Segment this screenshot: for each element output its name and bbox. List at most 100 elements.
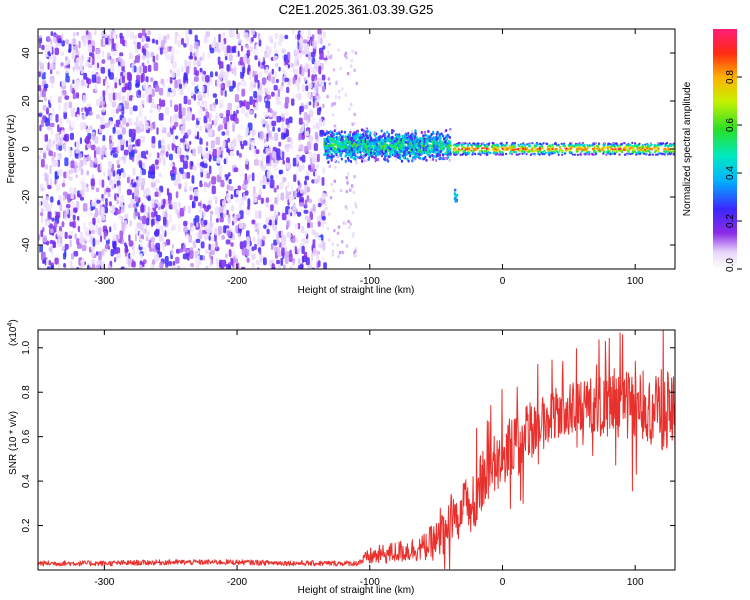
heatmap-cell	[575, 150, 578, 153]
heatmap-cell	[349, 64, 353, 68]
heatmap-cell	[142, 135, 146, 143]
heatmap-cell	[246, 165, 249, 171]
heatmap-cell	[624, 153, 627, 156]
heatmap-cell	[311, 34, 315, 40]
heatmap-cell	[363, 159, 366, 163]
heatmap-cell	[116, 199, 119, 205]
heatmap-cell	[223, 116, 227, 125]
heatmap-cell	[100, 100, 105, 106]
heatmap-cell	[343, 141, 346, 145]
heatmap-cell	[175, 135, 179, 140]
heatmap-cell	[324, 142, 327, 146]
heatmap-cell	[111, 109, 116, 119]
heatmap-cell	[291, 265, 296, 269]
heatmap-cell	[328, 238, 331, 242]
heatmap-cell	[282, 133, 287, 139]
heatmap-cell	[598, 150, 602, 153]
heatmap-cell	[515, 153, 518, 156]
heatmap-cell	[54, 171, 58, 180]
heatmap-cell	[102, 50, 105, 58]
heatmap-cell	[159, 47, 163, 55]
heatmap-cell	[288, 253, 293, 263]
heatmap-cell	[180, 125, 185, 135]
heatmap-cell	[82, 157, 88, 166]
heatmap-cell	[343, 130, 346, 134]
heatmap-cell	[203, 100, 207, 108]
heatmap-cell	[356, 155, 359, 159]
heatmap-cell	[285, 191, 289, 200]
heatmap-cell	[265, 82, 268, 88]
heatmap-cell	[578, 141, 581, 145]
heatmap-cell	[409, 136, 412, 140]
heatmap-cell	[70, 160, 75, 169]
heatmap-cell	[191, 161, 194, 167]
heatmap-cell	[164, 210, 168, 217]
heatmap-cell	[78, 40, 81, 49]
heatmap-cell	[427, 130, 430, 133]
heatmap-cell	[294, 190, 298, 198]
heatmap-cell	[273, 239, 278, 246]
heatmap-cell	[357, 132, 360, 136]
heatmap-cell	[246, 249, 250, 257]
heatmap-cell	[367, 156, 371, 160]
heatmap-cell	[271, 120, 277, 127]
heatmap-cell	[77, 193, 82, 198]
heatmap-cell	[38, 71, 41, 78]
heatmap-cell	[265, 217, 270, 224]
heatmap-cell	[367, 147, 370, 150]
heatmap-cell	[408, 141, 412, 145]
heatmap-cell	[505, 144, 508, 147]
heatmap-cell	[305, 75, 309, 81]
heatmap-cell	[304, 199, 308, 208]
heatmap-cell	[121, 222, 125, 232]
heatmap-cell	[68, 234, 73, 239]
heatmap-cell	[78, 98, 83, 106]
heatmap-cell	[534, 153, 537, 156]
heatmap-cell	[414, 129, 417, 133]
heatmap-cell	[317, 143, 323, 152]
heatmap-cell	[192, 165, 197, 171]
heatmap-cell	[50, 202, 53, 208]
heatmap-cell	[323, 119, 326, 127]
heatmap-cell	[49, 141, 54, 148]
heatmap-cell	[316, 60, 321, 67]
heatmap-cell	[349, 222, 353, 226]
heatmap-cell	[271, 68, 274, 75]
heatmap-cell	[169, 214, 172, 223]
heatmap-cell	[207, 90, 210, 97]
heatmap-cell	[48, 260, 52, 266]
heatmap-cell	[144, 246, 149, 253]
heatmap-cell	[198, 108, 203, 115]
heatmap-cell	[87, 44, 93, 53]
heatmap-cell	[346, 149, 349, 153]
heatmap-cell	[315, 164, 320, 169]
heatmap-cell	[429, 158, 432, 162]
heatmap-cell	[380, 129, 383, 133]
heatmap-cell	[197, 83, 203, 90]
heatmap-cell	[216, 78, 220, 87]
heatmap-cell	[223, 206, 227, 215]
heatmap-cell	[237, 39, 243, 44]
heatmap-cell	[337, 254, 340, 259]
heatmap-cell	[157, 202, 162, 207]
heatmap-cell	[165, 263, 169, 268]
heatmap-cell	[156, 214, 161, 222]
heatmap-cell	[92, 131, 96, 141]
heatmap-cell	[47, 51, 51, 56]
heatmap-cell	[108, 264, 111, 269]
heatmap-cell	[199, 167, 205, 173]
heatmap-cell	[171, 265, 177, 269]
heatmap-cell	[314, 75, 318, 82]
heatmap-cell	[73, 187, 77, 195]
heatmap-cell	[199, 137, 202, 145]
heatmap-cell	[312, 124, 318, 130]
heatmap-cell	[165, 106, 170, 115]
heatmap-cell	[188, 140, 192, 145]
heatmap-cell	[101, 249, 104, 256]
heatmap-cell	[167, 132, 172, 138]
heatmap-cell	[341, 87, 344, 91]
heatmap-cell	[402, 144, 405, 147]
heatmap-cell	[193, 188, 199, 197]
heatmap-cell	[228, 264, 232, 269]
